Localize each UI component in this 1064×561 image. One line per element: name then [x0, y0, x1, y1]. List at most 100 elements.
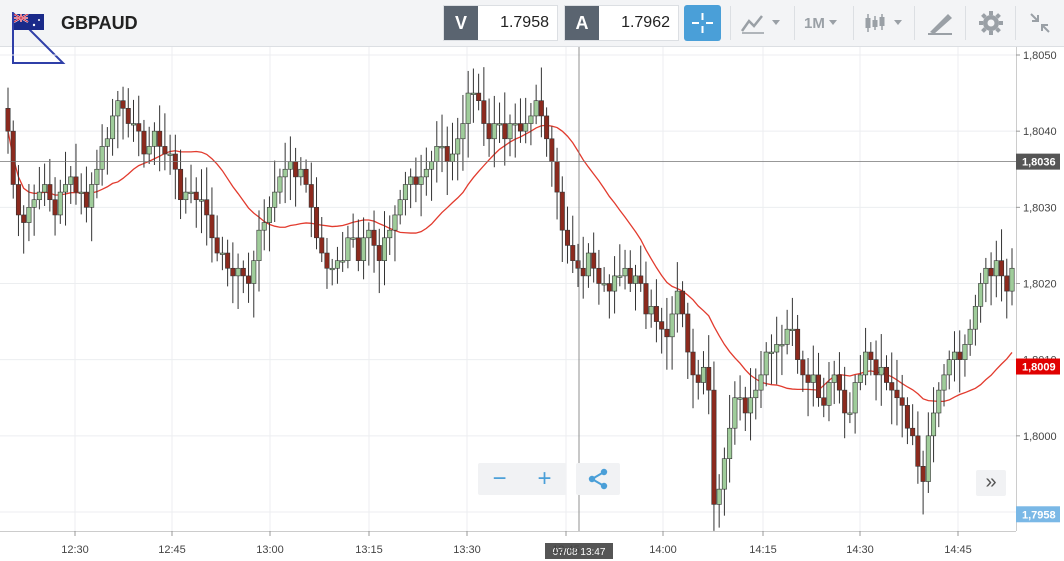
candle-body [68, 176, 74, 185]
candle-body [230, 267, 236, 277]
candle-body [439, 146, 445, 149]
candle-body [575, 260, 581, 269]
candle-body [413, 176, 419, 185]
candle-body [648, 306, 654, 315]
candle-body [585, 252, 591, 277]
candle-body [659, 321, 665, 330]
candle-body [549, 138, 555, 162]
candle-body [78, 191, 84, 194]
candle-body [104, 138, 110, 147]
crosshair-price-tag-label: 1,8036 [1022, 157, 1056, 169]
candles-layer [5, 67, 1015, 531]
candle-body [826, 382, 832, 406]
candle-body [110, 115, 116, 140]
candle-body [753, 389, 759, 399]
candle-body [246, 275, 252, 284]
candle-body [408, 176, 414, 185]
sell-quote-button[interactable]: V 1.7958 [443, 5, 558, 41]
crosshair-icon [692, 13, 713, 33]
divider [730, 6, 731, 40]
chevron-down-icon [829, 20, 837, 25]
divider [853, 6, 854, 40]
candle-body [632, 275, 638, 284]
candle-body [36, 191, 42, 201]
candle-body [533, 100, 539, 117]
candle-body [700, 366, 706, 383]
y-tick-label: 1,8040 [1023, 126, 1057, 138]
sell-tag: V [444, 6, 478, 40]
candle-body [392, 214, 398, 231]
candle-body [429, 161, 435, 170]
price-chart[interactable]: 07/08 13:47 1,80501,80401,80301,80201,80… [0, 47, 1064, 561]
candle-body [214, 237, 220, 254]
candle-body [476, 92, 482, 101]
candle-body [277, 176, 283, 193]
candle-body [381, 237, 387, 261]
drawing-tools-button[interactable] [920, 5, 960, 41]
collapse-button[interactable] [1022, 5, 1058, 41]
zoom-out-button[interactable]: − [492, 465, 507, 492]
candle-body [941, 374, 947, 391]
buy-quote-button[interactable]: A 1.7962 [564, 5, 679, 41]
candle-body [266, 207, 272, 223]
chart-type-button[interactable] [740, 5, 788, 41]
settings-button[interactable] [972, 5, 1010, 41]
candle-body [99, 146, 105, 170]
y-tick-label: 1,8030 [1023, 202, 1057, 214]
x-tick-label: 14:30 [846, 544, 874, 556]
x-tick-label: 14:45 [944, 544, 972, 556]
candle-body [120, 100, 126, 109]
candle-body [993, 260, 999, 277]
candle-body [151, 130, 157, 147]
zoom-in-button[interactable]: + [537, 465, 552, 492]
scroll-forward-button[interactable]: » [976, 470, 1006, 496]
candle-type-button[interactable] [860, 5, 910, 41]
candle-body [999, 260, 1005, 277]
candle-body [178, 168, 184, 201]
candle-body [303, 168, 309, 185]
candle-body [240, 267, 246, 277]
toolbar: GBPAUD V 1.7958 A 1.7962 1M [0, 0, 1064, 64]
candle-body [455, 138, 461, 155]
candle-body [570, 245, 576, 261]
corner-triangle-icon [12, 12, 66, 64]
candle-body [188, 191, 194, 194]
candle-body [5, 108, 11, 132]
candle-body [26, 207, 32, 223]
x-tick-label: 13:45 [552, 544, 580, 556]
candle-body [272, 191, 278, 208]
candle-body [606, 283, 612, 292]
share-icon [588, 468, 608, 490]
candle-body [978, 283, 984, 307]
gear-icon [979, 11, 1003, 35]
candle-body [669, 313, 675, 338]
crosshair-time-label: 07/08 13:47 [553, 547, 606, 558]
timeframe-button[interactable]: 1M [804, 5, 850, 41]
candle-body [42, 184, 48, 193]
candle-body [612, 275, 618, 292]
candle-body [136, 123, 142, 132]
candle-body [821, 397, 827, 406]
candle-body [962, 344, 968, 360]
candle-body [52, 199, 58, 216]
candle-body [763, 351, 769, 376]
candle-body [988, 267, 994, 277]
candle-body [10, 130, 16, 185]
candle-body [319, 237, 325, 254]
candle-body [857, 374, 863, 383]
candle-body [863, 351, 869, 376]
divider [794, 6, 795, 40]
candle-body [653, 306, 659, 322]
x-tick-label: 14:15 [749, 544, 777, 556]
candle-body [774, 344, 780, 353]
crosshair-button[interactable] [684, 5, 721, 41]
candle-body [538, 100, 544, 117]
candle-body [460, 123, 466, 140]
candle-body [125, 108, 131, 124]
zoom-controls: − + [478, 463, 566, 495]
candle-body [115, 100, 121, 117]
share-button[interactable] [576, 463, 620, 495]
crosshair-price-tag-bg [1016, 153, 1060, 170]
candle-body [816, 374, 822, 399]
crosshair-time-tag [545, 543, 613, 559]
